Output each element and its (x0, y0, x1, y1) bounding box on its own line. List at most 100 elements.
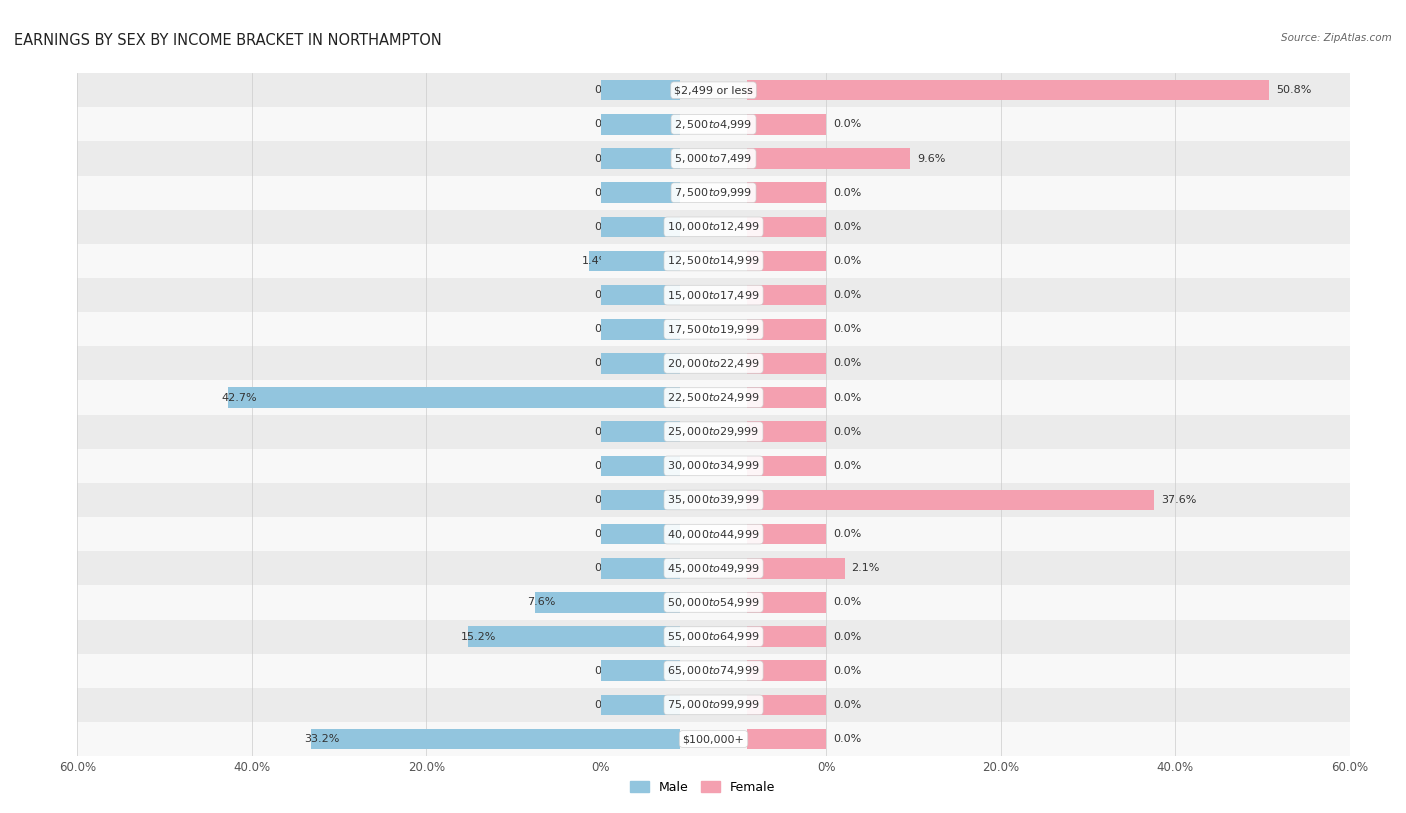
Bar (77, 380, 600, 415)
Text: $100,000+: $100,000+ (682, 734, 745, 744)
Bar (77, 654, 600, 688)
Text: $15,000 to $17,499: $15,000 to $17,499 (668, 289, 759, 302)
Bar (600, 80, 679, 101)
Bar (748, 250, 827, 272)
Bar (77, 210, 600, 244)
Bar (77, 551, 600, 585)
Bar (600, 592, 679, 613)
Bar (600, 654, 827, 688)
Text: 0.0%: 0.0% (593, 563, 621, 573)
Text: 0.0%: 0.0% (834, 393, 862, 402)
Bar (827, 107, 1350, 141)
Bar (748, 455, 827, 476)
Text: $2,500 to $4,999: $2,500 to $4,999 (675, 118, 752, 131)
Text: $40,000 to $44,999: $40,000 to $44,999 (668, 528, 759, 541)
Bar (77, 688, 600, 722)
Text: 42.7%: 42.7% (221, 393, 257, 402)
Bar (77, 312, 600, 346)
Bar (77, 620, 600, 654)
Bar (748, 353, 827, 374)
Bar (77, 278, 600, 312)
Bar (600, 353, 679, 374)
Bar (600, 449, 827, 483)
Bar (748, 489, 827, 511)
Bar (600, 688, 827, 722)
Bar (600, 216, 679, 237)
Bar (600, 141, 827, 176)
Bar (827, 346, 1350, 380)
Text: 0.0%: 0.0% (593, 495, 621, 505)
Bar (77, 722, 600, 756)
Bar (827, 449, 1350, 483)
Bar (748, 728, 827, 750)
Text: 0.0%: 0.0% (834, 188, 862, 198)
Text: 0.0%: 0.0% (834, 734, 862, 744)
Bar (600, 250, 679, 272)
Bar (827, 210, 1350, 244)
Bar (534, 592, 600, 613)
Text: $17,500 to $19,999: $17,500 to $19,999 (668, 323, 759, 336)
Bar (748, 626, 827, 647)
Text: $30,000 to $34,999: $30,000 to $34,999 (668, 459, 759, 472)
Text: 0.0%: 0.0% (593, 222, 621, 232)
Bar (600, 551, 827, 585)
Bar (827, 176, 1350, 210)
Bar (77, 415, 600, 449)
Bar (827, 585, 1350, 620)
Text: 0.0%: 0.0% (593, 666, 621, 676)
Text: 1.4%: 1.4% (582, 256, 610, 266)
Text: EARNINGS BY SEX BY INCOME BRACKET IN NORTHAMPTON: EARNINGS BY SEX BY INCOME BRACKET IN NOR… (14, 33, 441, 47)
Bar (827, 483, 1350, 517)
Text: $10,000 to $12,499: $10,000 to $12,499 (668, 220, 759, 233)
Text: 0.0%: 0.0% (593, 120, 621, 129)
Text: $20,000 to $22,499: $20,000 to $22,499 (668, 357, 759, 370)
Text: 0.0%: 0.0% (834, 324, 862, 334)
Text: 0.0%: 0.0% (834, 529, 862, 539)
Bar (827, 517, 1350, 551)
Bar (827, 722, 1350, 756)
Text: 33.2%: 33.2% (304, 734, 340, 744)
Bar (600, 244, 827, 278)
Text: 0.0%: 0.0% (834, 700, 862, 710)
Bar (600, 421, 679, 442)
Text: $7,500 to $9,999: $7,500 to $9,999 (675, 186, 752, 199)
Bar (600, 107, 827, 141)
Bar (748, 387, 827, 408)
Bar (77, 176, 600, 210)
Bar (600, 558, 679, 579)
Text: Source: ZipAtlas.com: Source: ZipAtlas.com (1281, 33, 1392, 42)
Bar (827, 244, 1350, 278)
Text: $65,000 to $74,999: $65,000 to $74,999 (668, 664, 759, 677)
Bar (77, 517, 600, 551)
Bar (600, 346, 827, 380)
Text: $22,500 to $24,999: $22,500 to $24,999 (668, 391, 759, 404)
Bar (77, 483, 600, 517)
Bar (600, 722, 827, 756)
Text: 0.0%: 0.0% (593, 324, 621, 334)
Bar (827, 278, 1350, 312)
Text: 0.0%: 0.0% (593, 529, 621, 539)
Bar (600, 585, 827, 620)
Bar (827, 148, 910, 169)
Bar (600, 694, 679, 715)
Text: 0.0%: 0.0% (834, 290, 862, 300)
Bar (600, 278, 827, 312)
Bar (77, 107, 600, 141)
Text: 37.6%: 37.6% (1161, 495, 1197, 505)
Text: 15.2%: 15.2% (461, 632, 496, 641)
Text: 0.0%: 0.0% (593, 700, 621, 710)
Text: $75,000 to $99,999: $75,000 to $99,999 (668, 698, 759, 711)
Text: $25,000 to $29,999: $25,000 to $29,999 (668, 425, 759, 438)
Bar (827, 620, 1350, 654)
Bar (600, 380, 827, 415)
Bar (77, 449, 600, 483)
Bar (748, 558, 827, 579)
Bar (827, 558, 845, 579)
Bar (77, 141, 600, 176)
Bar (600, 455, 679, 476)
Bar (748, 80, 827, 101)
Bar (228, 387, 600, 408)
Text: 0.0%: 0.0% (593, 85, 621, 95)
Text: $12,500 to $14,999: $12,500 to $14,999 (668, 254, 759, 267)
Bar (600, 176, 827, 210)
